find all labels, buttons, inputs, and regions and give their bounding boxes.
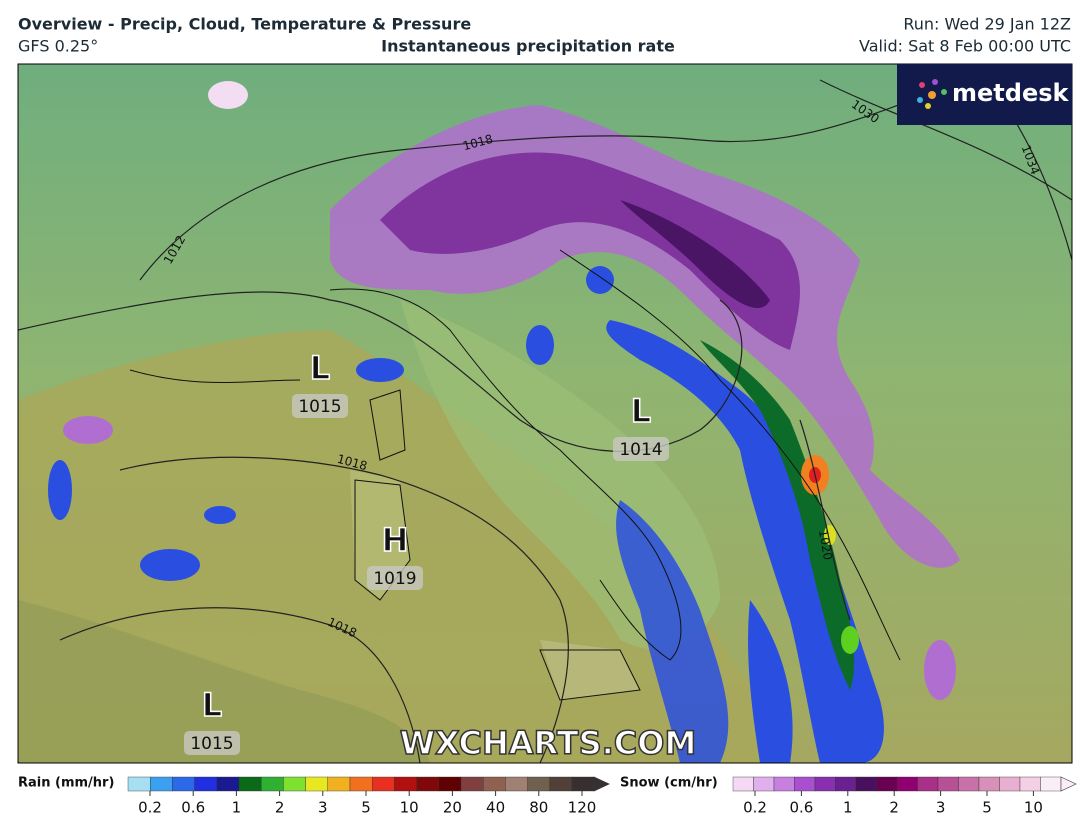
rain-swatch [349,776,373,792]
model: GFS 0.25° [18,37,98,56]
snow-tick-label: 0.2 [743,799,767,817]
rain-swatch [571,776,595,792]
snow-swatch [773,776,795,792]
snow-arrow [1060,776,1077,792]
rain-swatch [438,776,462,792]
snow-legend-title: Snow (cm/hr) [620,776,718,791]
snow-tick-label: 3 [936,799,946,817]
snow-tick-label: 5 [982,799,992,817]
title: Overview - Precip, Cloud, Temperature & … [18,15,471,34]
run-time: Run: Wed 29 Jan 12Z [903,15,1071,34]
rain-swatch [483,776,506,792]
pressure-value: 1019 [373,569,416,589]
pressure-letter: L [631,392,651,430]
brand-box [897,64,1072,125]
snow-swatch [753,776,775,792]
rain-tick-label: 1 [232,799,242,817]
rain-swatch [127,776,151,792]
rain-swatch [505,776,528,792]
pressure-letter: L [310,349,330,387]
rain-tick-label: 0.2 [138,799,162,817]
snow-swatch [855,776,877,792]
rain-tick-label: 10 [400,799,419,817]
product: Instantaneous precipitation rate [381,37,675,56]
rain-swatch [261,776,284,792]
rain-tick-label: 120 [568,799,597,817]
rain-swatch [149,776,173,792]
map [18,64,1072,763]
isobar-label: 1020 [816,529,835,562]
snow-swatch [835,776,857,792]
rain-swatch [549,776,573,792]
rain-tick-label: 80 [529,799,548,817]
snow-swatch [937,776,959,792]
rain-tick-label: 3 [318,799,328,817]
rain-swatch [527,776,550,792]
pressure-value: 1014 [619,440,662,460]
pressure-value: 1015 [190,734,233,754]
brand-logo [917,79,947,109]
rain-swatch [394,776,417,792]
rain-swatch [305,776,329,792]
snow-swatch [896,776,918,792]
rain-swatch [372,776,395,792]
rain-swatch [172,776,195,792]
rain-swatch [460,776,484,792]
snow-swatch [732,776,754,792]
rain-tick-label: 5 [361,799,371,817]
rain-swatch [216,776,240,792]
rain-legend-title: Rain (mm/hr) [18,776,114,791]
rain-arrow [593,776,610,792]
snow-swatch [794,776,816,792]
snow-tick-label: 10 [1024,799,1043,817]
snow-swatch [978,776,1000,792]
rain-tick-label: 20 [443,799,462,817]
snow-swatch [958,776,980,792]
snow-swatch [999,776,1021,792]
rain-tick-label: 2 [275,799,285,817]
rain-swatch [238,776,262,792]
snow-tick-label: 0.6 [789,799,813,817]
pressure-letter: H [382,521,409,559]
pressure-box [367,566,423,590]
snow-swatch [814,776,836,792]
rain-swatch [194,776,218,792]
snow-tick-label: 2 [889,799,899,817]
pressure-letter: L [202,686,222,724]
snow-tick-label: 1 [843,799,853,817]
watermark: WXCHARTS.COM [400,724,697,762]
snow-swatch [1019,776,1041,792]
pressure-box [292,394,348,418]
pressure-value: 1015 [298,397,341,417]
rain-tick-label: 0.6 [181,799,205,817]
snow-swatch [876,776,898,792]
snow-swatch [1040,776,1062,792]
pressure-box [613,437,669,461]
rain-swatch [283,776,306,792]
rain-swatch [416,776,440,792]
snow-swatch [917,776,939,792]
rain-swatch [327,776,351,792]
brand: metdesk [952,79,1070,107]
valid-time: Valid: Sat 8 Feb 00:00 UTC [859,37,1071,56]
pressure-box [184,731,240,755]
rain-tick-label: 40 [486,799,505,817]
